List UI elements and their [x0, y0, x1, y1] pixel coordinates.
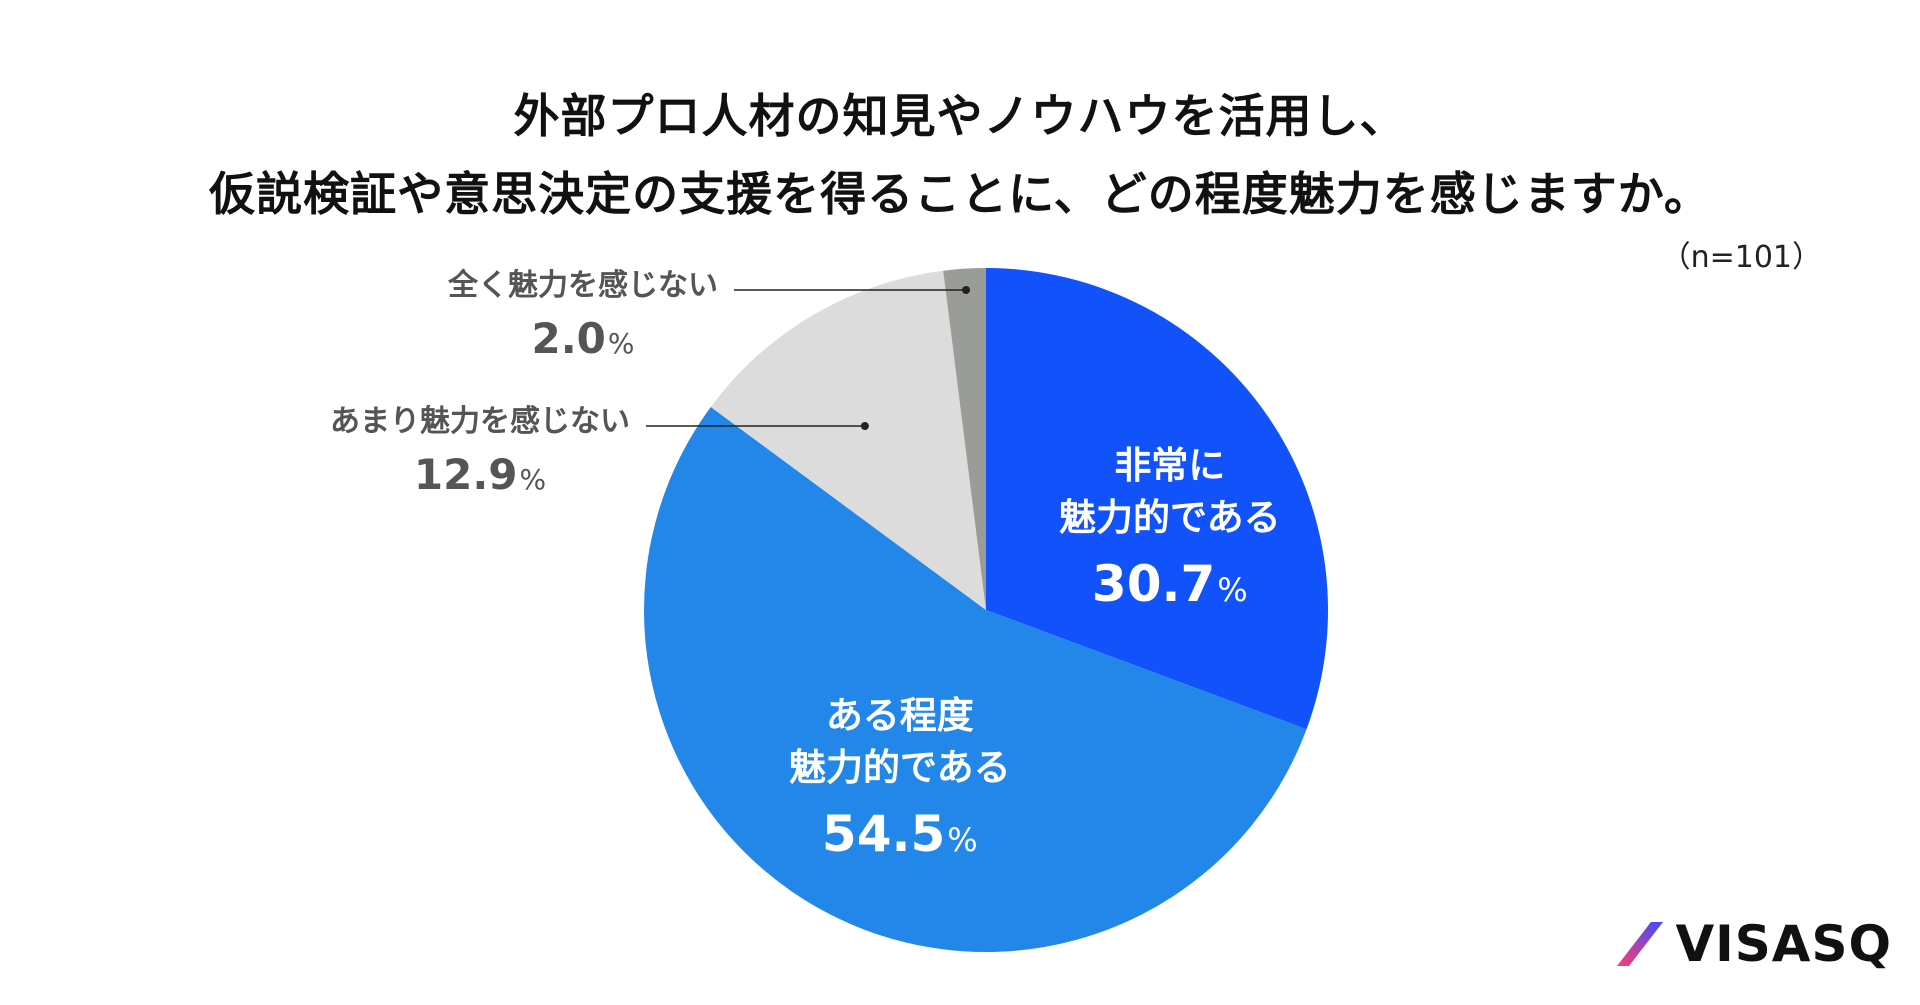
leader-dot-2	[860, 422, 869, 430]
logo-text: VISASQ	[1675, 915, 1892, 973]
sample-size-note: （n=101）	[1660, 240, 1822, 275]
slice-somewhat-attractive	[644, 406, 1307, 952]
slice-not-attractive-at-all	[943, 268, 986, 610]
slice-value-not-attractive-at-all-unit: %	[607, 327, 635, 360]
slice-value-not-attractive-at-all: 2.0%	[448, 312, 718, 375]
visasq-logo: VISASQ	[1617, 915, 1892, 973]
chart-title-line-1: 外部プロ人材の知見やノウハウを活用し、	[513, 89, 1407, 143]
slice-value-somewhat-attractive-number: 54.5	[821, 805, 946, 863]
slice-not-very-attractive	[710, 270, 986, 610]
slice-value-somewhat-attractive-unit: %	[947, 821, 978, 859]
slice-value-very-attractive-unit: %	[1217, 571, 1248, 609]
slice-label-somewhat-attractive: ある程度 魅力的である 54.5%	[789, 690, 1011, 876]
slice-value-not-very-attractive-unit: %	[519, 463, 547, 496]
leader-dot-3	[962, 286, 971, 294]
slice-value-somewhat-attractive: 54.5%	[789, 804, 1011, 876]
slice-value-not-attractive-at-all-number: 2.0	[531, 314, 606, 363]
slice-value-very-attractive-number: 30.7	[1091, 555, 1216, 613]
slice-label-not-attractive-at-all: 全く魅力を感じない 2.0%	[448, 264, 718, 375]
slice-label-very-attractive-line-2: 魅力的である	[1059, 496, 1281, 539]
slice-label-not-very-attractive: あまり魅力を感じない 12.9%	[330, 400, 630, 511]
logo-slash-icon	[1617, 922, 1664, 966]
slice-label-not-very-attractive-text: あまり魅力を感じない	[330, 404, 630, 439]
slice-very-attractive	[986, 268, 1328, 730]
slice-label-very-attractive-line-1: 非常に	[1114, 444, 1226, 487]
slice-label-very-attractive: 非常に 魅力的である 30.7%	[1059, 440, 1281, 626]
slice-label-somewhat-attractive-line-2: 魅力的である	[789, 746, 1011, 789]
chart-title-line-2: 仮説検証や意思決定の支援を得ることに、どの程度魅力を感じますか。	[209, 167, 1711, 221]
slice-label-somewhat-attractive-line-1: ある程度	[825, 694, 974, 737]
slice-value-very-attractive: 30.7%	[1059, 554, 1281, 626]
slice-label-not-attractive-at-all-text: 全く魅力を感じない	[448, 268, 718, 303]
slice-value-not-very-attractive: 12.9%	[330, 448, 630, 511]
slice-value-not-very-attractive-number: 12.9	[413, 450, 518, 499]
